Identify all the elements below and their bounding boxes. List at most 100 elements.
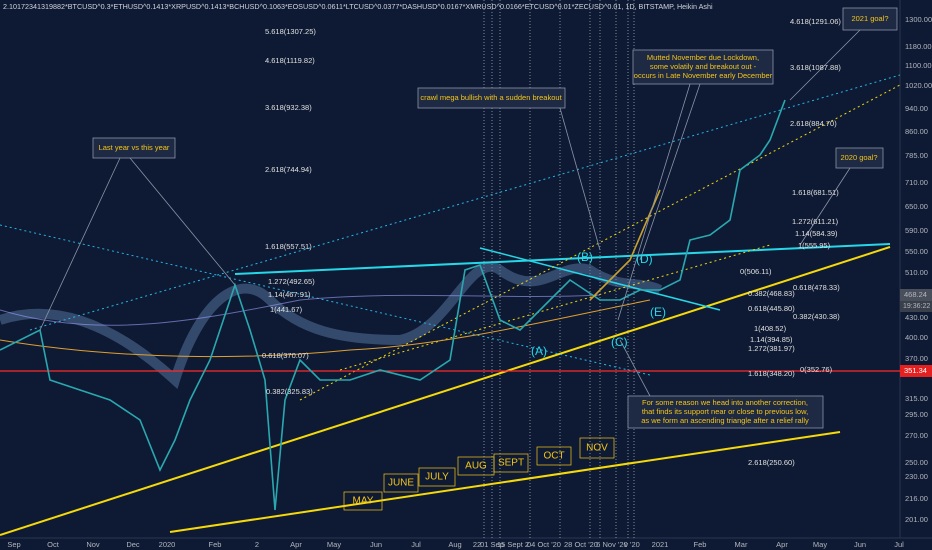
time-label: Oct [47,540,60,549]
note-box [835,147,884,169]
time-label: 2020 [159,540,176,549]
price-label: 1100.00 [905,61,932,70]
time-label: Sep [7,540,20,549]
wave-label: (D) [636,252,653,266]
price-label: 250.00 [905,458,928,467]
time-label: May [813,540,827,549]
fib-label: 0.382(468.83) [748,289,795,298]
fib-label: 2.618(884.70) [790,119,837,128]
price-label: 1180.00 [905,42,932,51]
price-label: 216.00 [905,494,928,503]
projection [589,189,661,301]
fib-label: 0.618(445.80) [748,304,795,313]
fib-label: 1.272(611.21) [792,217,839,226]
note: Mutted November due Lockdown, [647,53,759,62]
badge: 468.24 [904,290,927,299]
price-label: 710.00 [905,178,928,187]
price-label: 230.00 [905,472,928,481]
last-badge [900,289,932,301]
fib-label: 0(506.11) [740,267,772,276]
time-label: Jun [370,540,382,549]
price-label: 550.00 [905,247,928,256]
price-label: 860.00 [905,127,928,136]
time-label: Feb [694,540,707,549]
note: 2020 goal? [840,153,877,162]
price-label: 400.00 [905,333,928,342]
fib-label: 5.618(1307.25) [265,27,316,36]
note-box [92,137,176,159]
level-badge [900,365,932,377]
fib-label: 2.618(250.60) [748,458,795,467]
badge: 19:36:22 [903,303,930,310]
trend-lines [0,74,901,536]
time-label: Aug [448,540,461,549]
fib-label: 2.618(744.94) [265,165,312,174]
countdown-badge [900,301,932,312]
price-label: 201.00 [905,515,928,524]
note: crawl mega bullish with a sudden breakou… [420,93,562,102]
price-axis-bg [900,0,932,550]
fib-label: 0.382(430.38) [793,312,840,321]
wave-label: (C) [611,335,628,349]
time-label: 2021 [652,540,669,549]
price-label: 940.00 [905,104,928,113]
fib-label: 1.14(584.39) [795,229,838,238]
month-label: OCT [543,451,564,462]
fib-label: 3.618(932.38) [265,103,312,112]
header: 2.10172341319882*BTCUSD^0.3*ETHUSD^0.141… [3,2,713,11]
fib-label: 1.14(394.85) [750,335,793,344]
fib-label: 1.618(557.51) [265,242,312,251]
note: For some reason we head into another cor… [642,398,808,407]
time-label: v '20 [624,540,640,549]
wave-label: (B) [577,250,593,264]
fib-label: 0.618(478.33) [793,283,840,292]
price-label: 785.00 [905,151,928,160]
fib-label: 1(408.52) [754,324,787,333]
time-label: Apr [290,540,302,549]
month-label: AUG [465,461,487,472]
fib-label: 1(441.67) [270,305,303,314]
price-label: 510.00 [905,268,928,277]
month-label: NOV [586,443,608,454]
month-boxes [343,437,615,511]
note-box [842,7,898,31]
time-label: 2 [255,540,259,549]
time-label: Apr [776,540,788,549]
fib-label: 0.618(370.07) [262,351,309,360]
fib-label: 1.272(492.65) [268,277,315,286]
note: as we form an ascending triangle after a… [641,416,809,425]
time-label: Jul [894,540,904,549]
fib-label: 0.382(325.83) [266,387,313,396]
note-box [417,87,566,109]
fib-label: 1.14(467.91) [268,290,311,299]
band [0,262,663,389]
fib-label: 4.618(1291.06) [790,17,841,26]
month-label: MAY [353,496,374,507]
time-label: 01 Sep [480,540,504,549]
price-label: 295.00 [905,410,928,419]
price-label: 650.00 [905,202,928,211]
price-label: 430.00 [905,313,928,322]
wave-label: (E) [650,305,666,319]
price-label: 370.00 [905,354,928,363]
time-label: 22 [473,540,481,549]
fib-label: 1.272(381.97) [748,344,795,353]
month-label: SEPT [498,458,524,469]
time-label: 04 Oct '20 [527,540,561,549]
time-label: Nov [86,540,100,549]
price-label: 1300.00 [905,15,932,24]
time-label: Jun [854,540,866,549]
price-curve [0,99,786,511]
note: occurs in Late November early December [634,71,773,80]
fib-label: 4.618(1119.82) [265,56,315,65]
time-label: Dec [126,540,140,549]
note: 2021 goal? [851,14,888,23]
note: that finds its support near or close to … [642,407,808,416]
note-box [627,395,824,429]
fib-label: 1(555.95) [798,241,831,250]
time-label: Mar [735,540,748,549]
price-label: 315.00 [905,394,928,403]
time-label: Jul [411,540,421,549]
note: Last year vs this year [99,143,170,152]
fib-label: 1.618(348.20) [748,369,795,378]
